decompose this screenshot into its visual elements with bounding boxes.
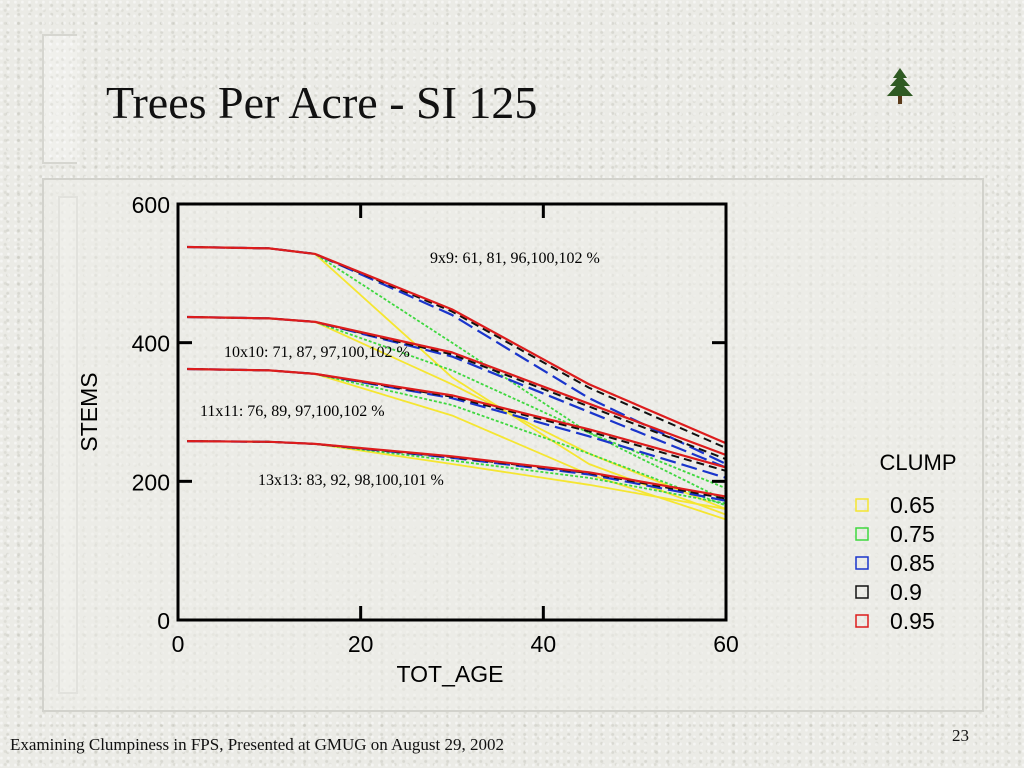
legend-label: 0.85	[890, 550, 935, 576]
series-line-13x13-075	[187, 440, 727, 505]
annotation-label: 11x11: 76, 89, 97,100,102 %	[200, 403, 385, 420]
annotation-label: 13x13: 83, 92, 98,100,101 %	[258, 472, 444, 489]
annotation-label: 9x9: 61, 81, 96,100,102 %	[430, 250, 600, 267]
x-axis-label: TOT_AGE	[397, 661, 504, 687]
legend-title: CLUMP	[879, 450, 956, 475]
y-tick-label: 600	[132, 192, 170, 218]
series-line-9x9-095	[187, 245, 727, 445]
legend-label: 0.95	[890, 608, 935, 634]
series-line-10x10-09	[187, 316, 727, 461]
legend: CLUMP 0.65 0.75 0.85 0.9 0.95	[855, 450, 957, 634]
x-tick-label: 60	[713, 631, 739, 657]
legend-swatch	[855, 585, 869, 599]
footer-text: Examining Clumpiness in FPS, Presented a…	[10, 735, 504, 754]
y-tick-label: 0	[157, 608, 170, 634]
content-panel	[42, 178, 984, 712]
y-axis-label: STEMS	[76, 372, 102, 451]
y-tick-label: 400	[132, 331, 170, 357]
legend-label: 0.75	[890, 521, 935, 547]
legend-swatch	[855, 527, 869, 541]
series-line-13x13-09	[187, 440, 727, 500]
annotation-label: 10x10: 71, 87, 97,100,102 %	[224, 344, 410, 361]
page-number: 23	[952, 726, 969, 745]
x-tick-label: 0	[172, 631, 185, 657]
legend-label: 0.9	[890, 579, 922, 605]
plot-lines	[187, 245, 727, 521]
series-line-11x11-095	[187, 367, 727, 469]
decorative-bar-top	[42, 34, 77, 164]
y-tick-label: 200	[132, 469, 170, 495]
slide-title: Trees Per Acre - SI 125	[106, 77, 538, 128]
legend-swatch	[855, 556, 869, 570]
series-line-13x13-085	[187, 440, 727, 502]
legend-label: 0.65	[890, 492, 935, 518]
x-tick-label: 40	[531, 631, 557, 657]
axis-ticks	[176, 202, 728, 622]
legend-swatch	[855, 614, 869, 628]
legend-swatch	[855, 498, 869, 512]
annotations: 9x9: 61, 81, 96,100,102 % 10x10: 71, 87, …	[200, 250, 600, 489]
series-line-10x10-075	[187, 316, 727, 490]
pine-tree-icon	[887, 68, 913, 104]
plot-frame	[176, 202, 728, 622]
x-tick-label: 20	[348, 631, 374, 657]
series-line-13x13-095	[187, 440, 727, 498]
series-line-9x9-075	[187, 246, 727, 502]
series-line-10x10-095	[187, 315, 727, 457]
